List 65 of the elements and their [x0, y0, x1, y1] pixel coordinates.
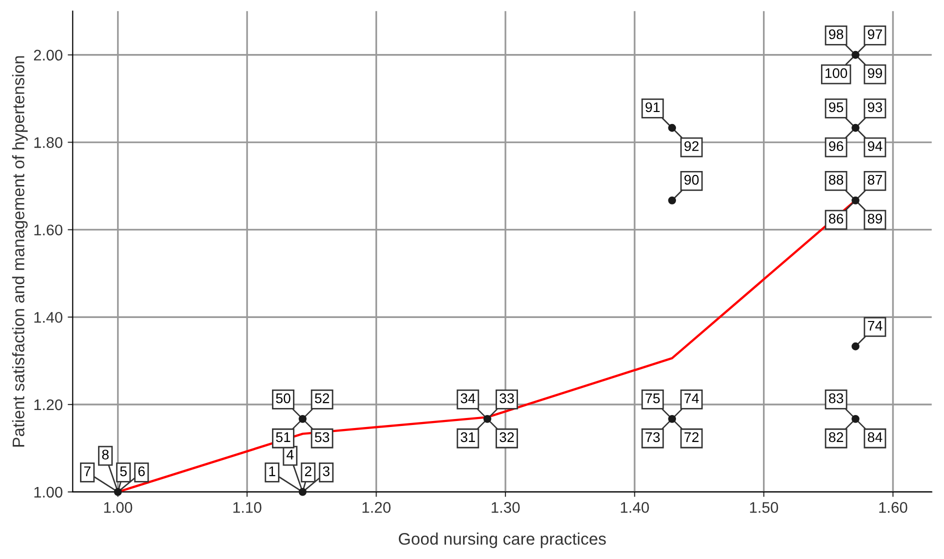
- annotation: 91: [646, 102, 660, 112]
- annotation: 74: [868, 320, 882, 331]
- annotation: 90: [684, 174, 699, 185]
- annotation: 4: [286, 450, 294, 460]
- x-tick-label: 1.30: [492, 502, 520, 513]
- annotation: 89: [868, 214, 882, 224]
- annotation: 8: [102, 450, 109, 460]
- annotation: 50: [276, 393, 290, 404]
- annotation: 7: [84, 466, 91, 476]
- annotation: 98: [828, 29, 844, 40]
- point: [298, 488, 307, 496]
- point: [483, 414, 492, 423]
- annotation: 100: [826, 68, 848, 78]
- annotation: 94: [868, 141, 882, 152]
- annotation: 86: [828, 214, 844, 224]
- annotation: 96: [828, 141, 844, 152]
- y-tick-label: 1.60: [34, 224, 62, 236]
- annotation: 72: [684, 432, 699, 442]
- y-tick-label: 1.40: [34, 312, 62, 323]
- annotation: 87: [868, 174, 882, 185]
- annotation: 82: [828, 432, 844, 442]
- y-tick-label: 2.00: [34, 50, 62, 61]
- annotation: 3: [322, 466, 330, 476]
- x-tick-label: 1.40: [620, 502, 649, 513]
- annotation: 92: [684, 141, 699, 152]
- annotation: 52: [314, 393, 330, 404]
- point: [852, 342, 860, 350]
- x-axis-title: Good nursing care practices: [398, 532, 606, 548]
- annotation: 53: [314, 432, 330, 442]
- annotation: 34: [460, 393, 476, 404]
- annotation: 93: [868, 102, 882, 112]
- x-tick-label: 1.00: [104, 502, 132, 513]
- annotation: 83: [828, 393, 844, 404]
- x-tick-label: 1.20: [362, 502, 391, 513]
- y-tick-label: 1.20: [34, 399, 62, 410]
- point: [852, 50, 860, 59]
- annotation: 84: [868, 432, 882, 442]
- annotation: 31: [460, 432, 475, 442]
- annotation: 33: [500, 393, 514, 404]
- annotation: 88: [828, 174, 844, 185]
- y-tick-label: 1.80: [34, 137, 62, 148]
- annotation: 2: [305, 466, 312, 476]
- point: [668, 414, 676, 423]
- annotation: 6: [138, 466, 145, 476]
- y-axis-title: Patient satisfaction and management of hypertension: [12, 56, 28, 447]
- x-tick-label: 1.60: [879, 502, 908, 513]
- annotation: 1: [269, 466, 276, 476]
- point: [852, 124, 860, 132]
- annotation: 75: [646, 394, 660, 404]
- x-tick-label: 1.50: [750, 502, 778, 513]
- point: [298, 414, 307, 423]
- x-tick-label: 1.10: [233, 502, 262, 513]
- annotation: 97: [868, 29, 882, 40]
- y-tick-label: 1.00: [34, 486, 62, 498]
- annotation: 5: [120, 466, 127, 476]
- annotation: 51: [276, 432, 290, 442]
- point: [668, 124, 676, 132]
- annotation: 74: [684, 394, 699, 404]
- point: [668, 196, 676, 204]
- annotation: 73: [646, 432, 660, 442]
- annotation: 32: [500, 432, 514, 442]
- point: [852, 196, 860, 204]
- annotation: 95: [828, 102, 844, 112]
- annotation: 99: [868, 68, 882, 78]
- point: [852, 414, 860, 423]
